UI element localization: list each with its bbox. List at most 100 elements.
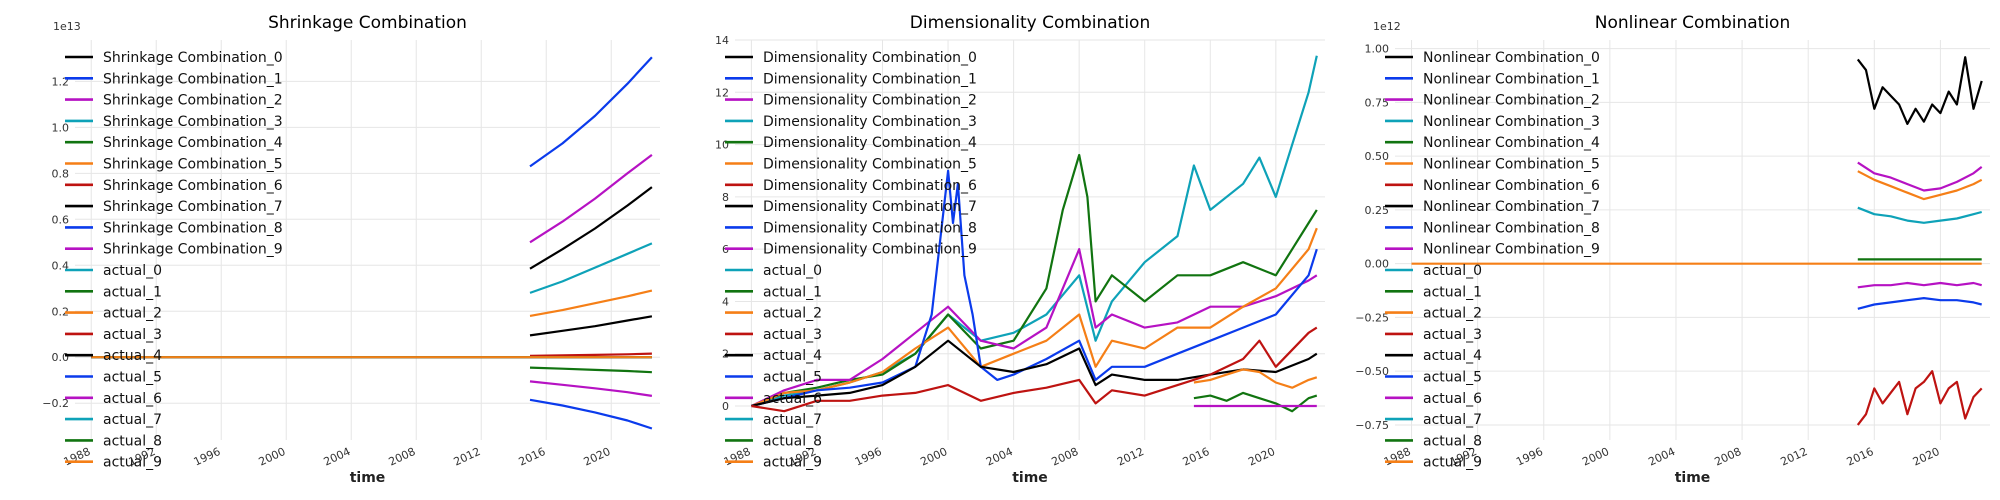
legend-entry: actual_3: [1423, 327, 1482, 343]
legend-entry: actual_5: [103, 370, 162, 386]
x-tick-label: 2000: [257, 445, 288, 469]
legend-entry: actual_8: [763, 433, 822, 449]
y-tick-label: −0.2: [42, 397, 69, 410]
legend-entry: Dimensionality Combination_7: [763, 199, 977, 215]
legend-entry: Dimensionality Combination_9: [763, 242, 977, 258]
legend-entry: actual_6: [103, 391, 162, 407]
x-tick-label: 2004: [322, 445, 353, 469]
legend-entry: actual_7: [763, 412, 822, 428]
legend-entry: actual_8: [103, 433, 162, 449]
legend-entry: actual_2: [103, 306, 162, 322]
legend-entry: actual_0: [763, 263, 822, 279]
y-tick-label: 1.00: [1365, 43, 1390, 56]
legend-entry: Nonlinear Combination_8: [1423, 220, 1600, 236]
legend-entry: Shrinkage Combination_4: [103, 135, 283, 151]
legend-entry: Nonlinear Combination_3: [1423, 114, 1600, 130]
y-tick-label: 0.6: [52, 213, 70, 226]
legend-entry: Shrinkage Combination_8: [103, 220, 283, 236]
x-tick-label: 2008: [387, 445, 418, 469]
x-tick-label: 2016: [517, 445, 548, 469]
legend-entry: Shrinkage Combination_9: [103, 242, 283, 258]
legend-entry: actual_3: [763, 327, 822, 343]
y-tick-label: 0.50: [1365, 150, 1390, 163]
y-tick-label: 12: [715, 86, 729, 99]
series-line-5: [529, 289, 653, 317]
series-line-3: [1857, 206, 1982, 224]
legend-entry: Nonlinear Combination_5: [1423, 157, 1600, 173]
series-line-6: [529, 352, 652, 357]
series-line-1: [529, 56, 653, 168]
legend-entry: actual_5: [1423, 370, 1482, 386]
legend-entry: Nonlinear Combination_4: [1423, 135, 1600, 151]
series-line-6: [751, 326, 1318, 413]
legend-entry: actual_1: [763, 284, 822, 300]
series-line-7: [529, 315, 653, 337]
legend: Shrinkage Combination_0 Shrinkage Combina…: [65, 50, 283, 471]
y-tick-label: 0.8: [52, 167, 70, 180]
series-line-2: [1857, 170, 1983, 201]
y-tick-label: 0: [722, 400, 729, 413]
y-tick-label: 0.00: [1365, 258, 1390, 271]
x-tick-label: 1996: [1514, 445, 1545, 469]
x-tick-label: 2020: [1246, 445, 1277, 469]
legend: Nonlinear Combination_0 Nonlinear Combina…: [1385, 50, 1600, 471]
series-line-3: [529, 242, 653, 294]
legend-entry: Shrinkage Combination_6: [103, 178, 283, 194]
x-tick-label: 2020: [582, 445, 613, 469]
y-tick-label: −0.75: [1355, 419, 1389, 432]
legend: Dimensionality Combination_0 Dimensionali…: [725, 50, 977, 471]
legend-entry: actual_9: [1423, 455, 1482, 471]
y-tick-label: 10: [715, 139, 729, 152]
legend-entry: Nonlinear Combination_1: [1423, 71, 1600, 87]
legend-entry: Shrinkage Combination_3: [103, 114, 283, 130]
legend-entry: Dimensionality Combination_5: [763, 157, 977, 173]
chart-panel-1: Dimensionality Combination02468101214198…: [715, 13, 1325, 486]
legend-entry: actual_0: [1423, 263, 1482, 279]
series-line-3: [750, 227, 1318, 408]
y-tick-label: 0.4: [52, 259, 70, 272]
legend-entry: actual_6: [763, 391, 822, 407]
legend-entry: actual_8: [1423, 433, 1482, 449]
legend-entry: Shrinkage Combination_2: [103, 93, 283, 109]
x-tick-label: 2000: [918, 445, 949, 469]
legend-entry: actual_9: [103, 455, 162, 471]
legend-entry: Shrinkage Combination_5: [103, 157, 283, 173]
legend-entry: Shrinkage Combination_1: [103, 71, 283, 87]
legend-entry: actual_6: [1423, 391, 1482, 407]
y-tick-label: 0.75: [1365, 96, 1390, 109]
series-line-2: [750, 248, 1318, 407]
offset-label: 1e13: [53, 20, 81, 33]
y-tick-label: −0.50: [1355, 365, 1389, 378]
x-tick-label: 1988: [1382, 445, 1413, 469]
legend-entry: Dimensionality Combination_0: [763, 50, 977, 66]
legend-entry: Dimensionality Combination_1: [763, 71, 977, 87]
legend-entry: actual_7: [1423, 412, 1482, 428]
series-line-5: [1857, 281, 1982, 289]
offset-label: 1e12: [1373, 20, 1401, 33]
y-tick-label: 14: [715, 34, 729, 47]
y-tick-label: −0.25: [1355, 311, 1389, 324]
chart-panel-0: Shrinkage Combination 1e13 −0.2 0.0 0.2 0.4 0.…: [42, 13, 660, 486]
series-line-8: [1193, 368, 1318, 389]
legend-entry: actual_4: [103, 348, 162, 364]
legend-entry: Dimensionality Combination_6: [763, 178, 977, 194]
x-tick-label: 2016: [1845, 445, 1876, 469]
legend-entry: Nonlinear Combination_0: [1423, 50, 1600, 66]
x-tick-label: 2008: [1712, 445, 1743, 469]
legend-entry: Dimensionality Combination_4: [763, 135, 977, 151]
legend-entry: actual_4: [1423, 348, 1482, 364]
y-tick-label: 0.25: [1365, 204, 1390, 217]
x-tick-label: 1996: [192, 445, 223, 469]
legend-entry: actual_5: [763, 370, 822, 386]
x-tick-label: 2000: [1580, 445, 1611, 469]
chart-title: Nonlinear Combination: [1595, 13, 1790, 33]
x-tick-label: 2012: [1779, 445, 1810, 469]
series-line-9: [529, 380, 653, 397]
y-tick-label: 0.2: [52, 305, 70, 318]
x-tick-label: 1996: [853, 445, 884, 469]
series-line-4: [529, 366, 652, 374]
y-tick-label: 0.0: [52, 351, 70, 364]
series-line-7: [1193, 391, 1318, 413]
legend-entry: actual_9: [763, 455, 822, 471]
legend-entry: Shrinkage Combination_7: [103, 199, 283, 215]
